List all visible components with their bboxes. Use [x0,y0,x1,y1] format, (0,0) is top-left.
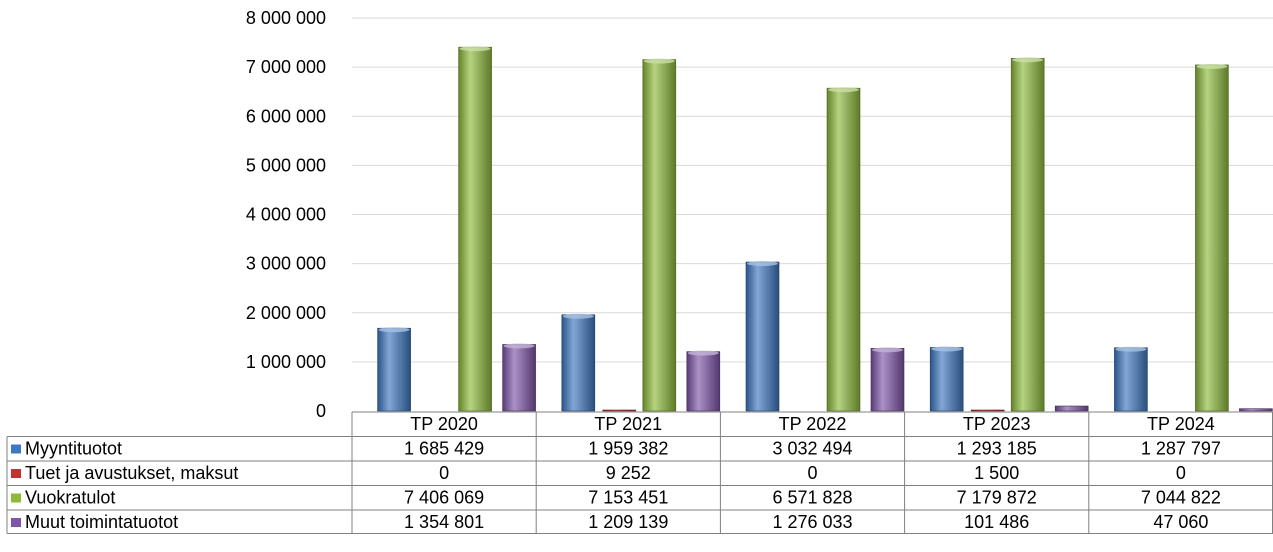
bar [602,409,637,412]
legend-swatch [11,493,21,503]
data-label: 1 276 033 [772,512,852,532]
data-label: 7 153 451 [588,488,668,508]
legend-swatch [11,444,21,454]
bar [745,261,780,412]
y-tick-label: 1 000 000 [246,352,326,372]
bar [929,347,964,412]
data-label: 1 500 [974,463,1019,483]
bar [1054,405,1089,412]
data-label: 6 571 828 [772,488,852,508]
data-label: 9 252 [606,463,651,483]
bar [870,348,905,412]
x-tick-label: TP 2023 [963,414,1031,434]
bar-top [459,46,491,52]
data-label: 1 959 382 [588,439,668,459]
x-tick-label: TP 2021 [594,414,662,434]
bar [642,59,677,412]
bar [458,46,492,412]
data-label: 7 179 872 [957,488,1037,508]
data-label: 47 060 [1153,512,1208,532]
bar [502,344,536,412]
bar [970,409,1005,412]
bar [561,314,596,412]
data-label: 0 [1176,463,1186,483]
bar-top [562,313,594,319]
data-label: 1 685 429 [404,439,484,459]
bar-top [1012,57,1044,63]
legend-swatch [11,469,21,478]
data-label: 0 [807,463,817,483]
y-tick-label: 0 [316,401,326,421]
data-label: 3 032 494 [772,439,852,459]
y-tick-label: 8 000 000 [246,8,326,28]
bar [377,327,411,412]
data-label: 7 044 822 [1141,488,1221,508]
data-label: 7 406 069 [404,488,484,508]
data-label: 1 209 139 [588,512,668,532]
y-tick-label: 7 000 000 [246,57,326,77]
legend-label: Myyntituotot [25,439,122,459]
x-tick-label: TP 2024 [1147,414,1215,434]
bar-top [1196,63,1228,69]
legend-label: Tuet ja avustukset, maksut [25,463,238,483]
bar-top [643,58,675,64]
y-tick-label: 3 000 000 [246,254,326,274]
bar-top [687,350,719,356]
bar-top [931,346,963,352]
bar-top [378,327,410,333]
data-label: 1 293 185 [957,439,1037,459]
y-tick-label: 4 000 000 [246,205,326,225]
bar [1010,57,1045,412]
data-label: 0 [439,463,449,483]
y-tick-label: 5 000 000 [246,155,326,175]
bar [1239,408,1273,412]
y-tick-label: 2 000 000 [246,303,326,323]
bar-top [872,347,903,353]
bar [826,87,861,412]
bar-top [503,343,535,349]
bar [1195,64,1229,412]
data-label: 1 354 801 [404,512,484,532]
bar-top [828,87,859,93]
legend-label: Vuokratulot [25,488,115,508]
legend-label: Muut toimintatuotot [25,512,178,532]
legend-swatch [11,518,21,527]
bar-top [747,261,778,267]
x-tick-label: TP 2022 [779,414,847,434]
data-label: 1 287 797 [1141,439,1221,459]
y-tick-label: 6 000 000 [246,106,326,126]
x-tick-label: TP 2020 [410,414,478,434]
bar [686,351,721,412]
bar [1114,347,1148,412]
data-label: 101 486 [964,512,1029,532]
bar-top [1115,346,1147,352]
